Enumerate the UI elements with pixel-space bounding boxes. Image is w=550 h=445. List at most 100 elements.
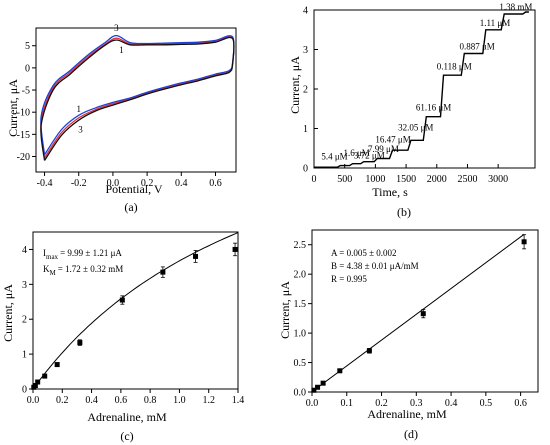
x-tick-label: 0 [312, 174, 317, 185]
y-tick-label: 3 [303, 45, 308, 56]
step-label: 61.16 μM [416, 103, 451, 113]
cv-curve-2 [40, 34, 235, 156]
data-point [35, 379, 41, 385]
x-tick-label: 1.4 [232, 395, 245, 406]
y-axis-label: Current, μA [278, 281, 292, 339]
plot-frame [311, 229, 539, 393]
data-point [193, 253, 199, 259]
data-point [521, 239, 527, 245]
step-label: 1.11 μM [480, 18, 511, 28]
x-tick-label: 0.6 [115, 395, 128, 406]
x-tick-label: 0.2 [56, 395, 69, 406]
y-tick-label: 2.5 [294, 240, 307, 251]
chart-a: -0.4 -0.2 0.0 0.2 0.4 0.6 50-5-10-15-20 3113 … [6, 23, 237, 214]
step-label: 1.6 μM [343, 148, 369, 158]
x-tick-label: 0.3 [410, 398, 423, 409]
y-tick-label: 1.0 [294, 329, 307, 340]
x-tick-label: -0.4 [37, 178, 53, 189]
data-point [119, 297, 125, 303]
x-tick-label: 0.5 [480, 398, 493, 409]
y-tick-label: -10 [17, 108, 30, 119]
step-label: 3.72 μM [354, 151, 385, 161]
plot-frame [32, 231, 239, 390]
y-tick-label: 2 [22, 315, 27, 326]
fit-line [32, 232, 239, 390]
data-point [32, 383, 38, 389]
step-label: 0.118 μM [437, 61, 472, 71]
x-tick-label: 3000 [488, 174, 508, 185]
cv-curves [40, 34, 235, 161]
fit-statistics: Imax = 9.99 ± 1.21 μA KM = 1.72 ± 0.32 mM [43, 248, 123, 277]
data-point [420, 311, 426, 317]
plot-frame [35, 27, 237, 173]
y-tick-label: -20 [17, 152, 30, 163]
panel-label: (b) [397, 205, 411, 219]
plot-frame [313, 9, 536, 169]
data-point [366, 348, 372, 354]
stat-km: KM = 1.72 ± 0.32 mM [43, 264, 123, 277]
x-axis-label: Adrenaline, mM [87, 410, 167, 424]
stat-r: R = 0.995 [331, 274, 367, 284]
y-tick-label: -15 [17, 130, 30, 141]
step-label: 7.99 μM [368, 144, 399, 154]
data-point [315, 384, 321, 390]
data-points [311, 234, 527, 393]
x-tick-label: 1.2 [202, 395, 215, 406]
x-tick-label: 0.4 [85, 395, 98, 406]
chart-b: 0 500 1000 1500 2000 2500 3000 0 1 2 3 4 5.4 μM1.6… [288, 2, 536, 219]
y-tick-label: 0 [22, 385, 27, 396]
y-tick-label: 4 [303, 6, 308, 17]
data-point [320, 380, 326, 386]
panel-label: (c) [120, 429, 133, 443]
x-ticks: 0.0 0.1 0.2 0.3 0.4 0.5 0.6 [306, 392, 527, 409]
x-tick-label: 0.2 [375, 398, 388, 409]
fit-line [311, 233, 525, 393]
fit-statistics: A = 0.005 ± 0.002 B = 4.38 ± 0.01 μA/mM … [331, 248, 419, 284]
y-tick-label: 2 [303, 85, 308, 96]
x-tick-label: 0.8 [144, 395, 157, 406]
x-tick-label: 1500 [396, 174, 416, 185]
y-axis-label: Current, μA [6, 79, 20, 137]
x-ticks: 0 500 1000 1500 2000 2500 3000 [312, 164, 508, 185]
step-label: 32.05 μM [398, 122, 433, 132]
y-tick-label: 0 [25, 63, 30, 74]
y-tick-label: 0.0 [294, 388, 307, 399]
y-ticks: 0 1 2 3 4 [303, 6, 318, 175]
data-points [31, 242, 238, 390]
y-tick-label: 1.5 [294, 299, 307, 310]
y-tick-label: 2.0 [294, 270, 307, 281]
x-tick-label: 2000 [427, 174, 447, 185]
curve-label: 1 [76, 104, 81, 114]
x-tick-label: 0.0 [107, 178, 120, 189]
cv-curve-3 [40, 36, 235, 161]
x-tick-label: 0.6 [209, 178, 222, 189]
step-curve [313, 11, 529, 168]
y-tick-label: 1 [22, 350, 27, 361]
x-axis-label: Adrenaline, mM [367, 407, 447, 421]
data-point [42, 373, 48, 379]
x-tick-label: 500 [337, 174, 352, 185]
x-tick-label: 0.0 [306, 398, 319, 409]
chart-d: 0.0 0.1 0.2 0.3 0.4 0.5 0.6 0.0 0.5 1.0 1.5 2.0 2.5… [278, 229, 539, 441]
stat-a: A = 0.005 ± 0.002 [331, 248, 397, 258]
curve-label: 3 [78, 125, 83, 135]
stat-imax: Imax = 9.99 ± 1.21 μA [43, 248, 122, 261]
x-ticks: 0.0 0.2 0.4 0.6 0.8 1.0 1.2 1.4 [27, 389, 245, 406]
y-tick-label: 5 [25, 41, 30, 52]
data-point [160, 269, 166, 275]
x-tick-label: -0.2 [71, 178, 87, 189]
x-tick-label: 0.2 [141, 178, 154, 189]
step-label: 5.4 μM [321, 151, 347, 161]
y-ticks: 0 1 2 3 4 [22, 245, 33, 396]
y-ticks: 0.0 0.5 1.0 1.5 2.0 2.5 [294, 240, 312, 399]
data-point [77, 340, 83, 346]
data-point [232, 246, 238, 252]
x-tick-label: 0.0 [27, 395, 40, 406]
data-point [54, 362, 60, 368]
y-ticks: 5 0 -5 -10 -15 -20 [17, 41, 36, 163]
y-tick-label: 0 [303, 164, 308, 175]
y-tick-label: 4 [22, 245, 27, 256]
x-axis-label: Time, s [372, 185, 408, 199]
